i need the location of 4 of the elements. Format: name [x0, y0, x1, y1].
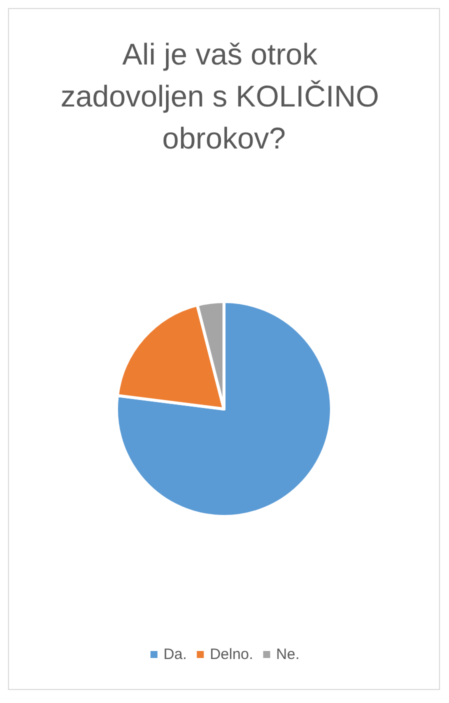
legend-label: Delno.: [210, 646, 254, 663]
legend-label: Ne.: [276, 646, 300, 663]
chart-title: Ali je vaš otrok zadovoljen s KOLIČINO obrokov?: [60, 38, 388, 156]
legend-label: Da.: [163, 646, 187, 663]
